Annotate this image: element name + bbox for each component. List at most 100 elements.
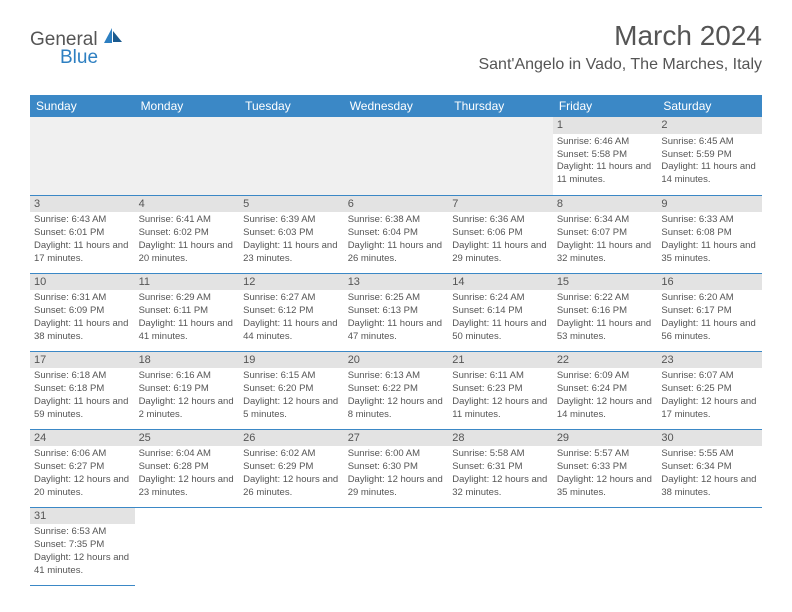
day-cell: 16Sunrise: 6:20 AMSunset: 6:17 PMDayligh… xyxy=(657,273,762,351)
sunset-text: Sunset: 6:08 PM xyxy=(661,227,758,240)
day-number: 19 xyxy=(239,352,344,369)
sunset-text: Sunset: 6:17 PM xyxy=(661,305,758,318)
sunrise-text: Sunrise: 6:22 AM xyxy=(557,292,654,305)
col-friday: Friday xyxy=(553,95,658,117)
day-number: 7 xyxy=(448,196,553,213)
calendar-table: Sunday Monday Tuesday Wednesday Thursday… xyxy=(30,95,762,586)
day-number: 6 xyxy=(344,196,449,213)
daylight-text: Daylight: 11 hours and 38 minutes. xyxy=(34,318,131,344)
sunrise-text: Sunrise: 6:09 AM xyxy=(557,370,654,383)
col-wednesday: Wednesday xyxy=(344,95,449,117)
sunset-text: Sunset: 6:33 PM xyxy=(557,461,654,474)
day-cell: 9Sunrise: 6:33 AMSunset: 6:08 PMDaylight… xyxy=(657,195,762,273)
day-number: 22 xyxy=(553,352,658,369)
sunrise-text: Sunrise: 6:04 AM xyxy=(139,448,236,461)
day-number: 23 xyxy=(657,352,762,369)
daylight-text: Daylight: 11 hours and 59 minutes. xyxy=(34,396,131,422)
daylight-text: Daylight: 11 hours and 14 minutes. xyxy=(661,161,758,187)
sunrise-text: Sunrise: 6:33 AM xyxy=(661,214,758,227)
sunrise-text: Sunrise: 5:58 AM xyxy=(452,448,549,461)
sunset-text: Sunset: 6:28 PM xyxy=(139,461,236,474)
header: March 2024 Sant'Angelo in Vado, The Marc… xyxy=(478,20,762,74)
day-cell: 18Sunrise: 6:16 AMSunset: 6:19 PMDayligh… xyxy=(135,351,240,429)
day-number: 21 xyxy=(448,352,553,369)
header-row: Sunday Monday Tuesday Wednesday Thursday… xyxy=(30,95,762,117)
daylight-text: Daylight: 11 hours and 53 minutes. xyxy=(557,318,654,344)
week-row: 17Sunrise: 6:18 AMSunset: 6:18 PMDayligh… xyxy=(30,351,762,429)
sunrise-text: Sunrise: 6:07 AM xyxy=(661,370,758,383)
sunset-text: Sunset: 6:25 PM xyxy=(661,383,758,396)
day-cell: 3Sunrise: 6:43 AMSunset: 6:01 PMDaylight… xyxy=(30,195,135,273)
sunrise-text: Sunrise: 6:45 AM xyxy=(661,136,758,149)
day-cell: 21Sunrise: 6:11 AMSunset: 6:23 PMDayligh… xyxy=(448,351,553,429)
daylight-text: Daylight: 12 hours and 5 minutes. xyxy=(243,396,340,422)
sunset-text: Sunset: 6:30 PM xyxy=(348,461,445,474)
sunrise-text: Sunrise: 6:41 AM xyxy=(139,214,236,227)
day-cell: 24Sunrise: 6:06 AMSunset: 6:27 PMDayligh… xyxy=(30,429,135,507)
col-saturday: Saturday xyxy=(657,95,762,117)
col-sunday: Sunday xyxy=(30,95,135,117)
day-number: 15 xyxy=(553,274,658,291)
sunrise-text: Sunrise: 6:24 AM xyxy=(452,292,549,305)
sunset-text: Sunset: 6:01 PM xyxy=(34,227,131,240)
day-number: 13 xyxy=(344,274,449,291)
sunrise-text: Sunrise: 6:00 AM xyxy=(348,448,445,461)
daylight-text: Daylight: 11 hours and 47 minutes. xyxy=(348,318,445,344)
day-cell: 27Sunrise: 6:00 AMSunset: 6:30 PMDayligh… xyxy=(344,429,449,507)
day-cell: 2Sunrise: 6:45 AMSunset: 5:59 PMDaylight… xyxy=(657,117,762,195)
logo-sail-icon xyxy=(101,28,123,51)
daylight-text: Daylight: 12 hours and 26 minutes. xyxy=(243,474,340,500)
daylight-text: Daylight: 11 hours and 56 minutes. xyxy=(661,318,758,344)
day-number: 31 xyxy=(30,508,135,525)
sunset-text: Sunset: 6:14 PM xyxy=(452,305,549,318)
week-row: 1Sunrise: 6:46 AMSunset: 5:58 PMDaylight… xyxy=(30,117,762,195)
col-tuesday: Tuesday xyxy=(239,95,344,117)
week-row: 24Sunrise: 6:06 AMSunset: 6:27 PMDayligh… xyxy=(30,429,762,507)
daylight-text: Daylight: 12 hours and 2 minutes. xyxy=(139,396,236,422)
day-number: 2 xyxy=(657,117,762,134)
sunset-text: Sunset: 6:18 PM xyxy=(34,383,131,396)
day-cell xyxy=(448,507,553,585)
sunset-text: Sunset: 6:31 PM xyxy=(452,461,549,474)
daylight-text: Daylight: 12 hours and 8 minutes. xyxy=(348,396,445,422)
sunset-text: Sunset: 6:07 PM xyxy=(557,227,654,240)
daylight-text: Daylight: 11 hours and 20 minutes. xyxy=(139,240,236,266)
day-number: 29 xyxy=(553,430,658,447)
sunset-text: Sunset: 6:27 PM xyxy=(34,461,131,474)
week-row: 31Sunrise: 6:53 AMSunset: 7:35 PMDayligh… xyxy=(30,507,762,585)
sunset-text: Sunset: 5:58 PM xyxy=(557,149,654,162)
week-row: 10Sunrise: 6:31 AMSunset: 6:09 PMDayligh… xyxy=(30,273,762,351)
day-number: 25 xyxy=(135,430,240,447)
sunrise-text: Sunrise: 6:43 AM xyxy=(34,214,131,227)
day-cell xyxy=(657,507,762,585)
sunset-text: Sunset: 6:09 PM xyxy=(34,305,131,318)
day-number: 20 xyxy=(344,352,449,369)
daylight-text: Daylight: 11 hours and 11 minutes. xyxy=(557,161,654,187)
day-number: 3 xyxy=(30,196,135,213)
day-number: 11 xyxy=(135,274,240,291)
day-cell: 28Sunrise: 5:58 AMSunset: 6:31 PMDayligh… xyxy=(448,429,553,507)
day-cell: 1Sunrise: 6:46 AMSunset: 5:58 PMDaylight… xyxy=(553,117,658,195)
day-cell: 20Sunrise: 6:13 AMSunset: 6:22 PMDayligh… xyxy=(344,351,449,429)
day-cell xyxy=(553,507,658,585)
daylight-text: Daylight: 11 hours and 26 minutes. xyxy=(348,240,445,266)
day-cell: 6Sunrise: 6:38 AMSunset: 6:04 PMDaylight… xyxy=(344,195,449,273)
sunrise-text: Sunrise: 6:06 AM xyxy=(34,448,131,461)
sunrise-text: Sunrise: 6:36 AM xyxy=(452,214,549,227)
daylight-text: Daylight: 11 hours and 29 minutes. xyxy=(452,240,549,266)
sunset-text: Sunset: 6:03 PM xyxy=(243,227,340,240)
day-cell: 5Sunrise: 6:39 AMSunset: 6:03 PMDaylight… xyxy=(239,195,344,273)
day-cell: 10Sunrise: 6:31 AMSunset: 6:09 PMDayligh… xyxy=(30,273,135,351)
day-cell: 22Sunrise: 6:09 AMSunset: 6:24 PMDayligh… xyxy=(553,351,658,429)
sunrise-text: Sunrise: 6:15 AM xyxy=(243,370,340,383)
sunrise-text: Sunrise: 6:46 AM xyxy=(557,136,654,149)
sunset-text: Sunset: 6:34 PM xyxy=(661,461,758,474)
location: Sant'Angelo in Vado, The Marches, Italy xyxy=(478,56,762,74)
daylight-text: Daylight: 11 hours and 32 minutes. xyxy=(557,240,654,266)
daylight-text: Daylight: 12 hours and 32 minutes. xyxy=(452,474,549,500)
day-cell: 13Sunrise: 6:25 AMSunset: 6:13 PMDayligh… xyxy=(344,273,449,351)
sunrise-text: Sunrise: 6:11 AM xyxy=(452,370,549,383)
daylight-text: Daylight: 11 hours and 23 minutes. xyxy=(243,240,340,266)
sunrise-text: Sunrise: 6:16 AM xyxy=(139,370,236,383)
sunset-text: Sunset: 7:35 PM xyxy=(34,539,131,552)
